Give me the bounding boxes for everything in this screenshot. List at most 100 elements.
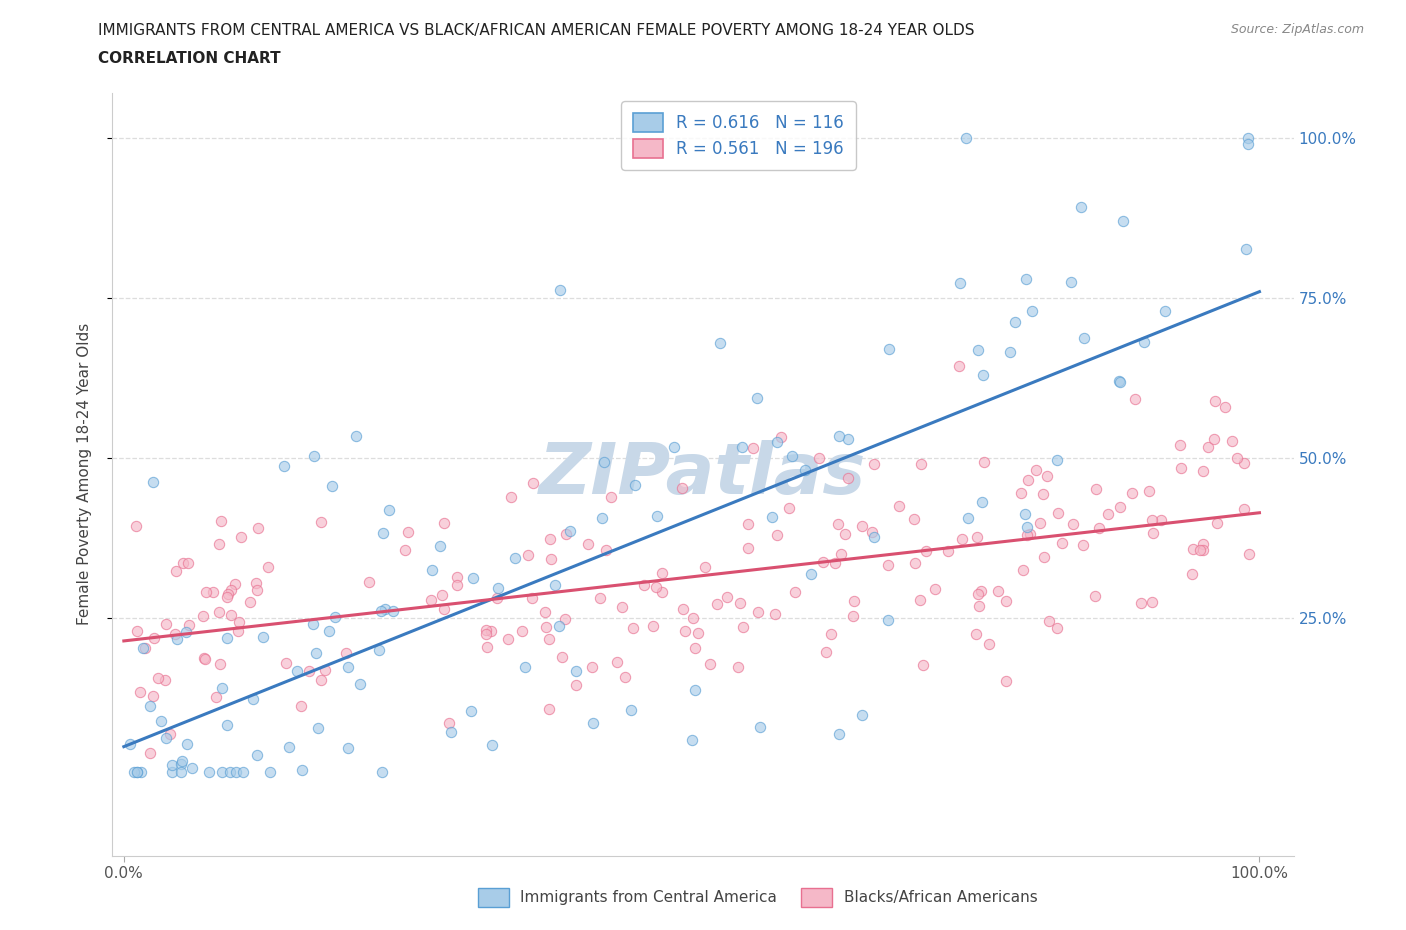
Point <box>513 659 536 674</box>
Point <box>830 547 852 562</box>
Point <box>1188 542 1211 557</box>
Point <box>122 764 145 779</box>
Point <box>367 643 389 658</box>
Point <box>731 439 754 454</box>
Point <box>837 471 859 485</box>
Point <box>371 525 394 540</box>
Point <box>915 543 938 558</box>
Point <box>1123 392 1146 407</box>
Point <box>623 477 645 492</box>
Point <box>1192 542 1215 557</box>
Point <box>165 626 187 641</box>
Point <box>512 623 534 638</box>
Point <box>420 563 443 578</box>
Point <box>814 644 837 659</box>
Point <box>709 336 731 351</box>
Point <box>533 604 555 619</box>
Point <box>246 748 269 763</box>
Point <box>217 590 239 604</box>
Point <box>1202 432 1225 446</box>
Point <box>1137 484 1160 498</box>
Point <box>1237 130 1260 145</box>
Point <box>1215 400 1237 415</box>
Point <box>645 509 668 524</box>
Point <box>877 341 900 356</box>
Point <box>224 577 246 591</box>
Point <box>682 611 704 626</box>
Point <box>807 451 830 466</box>
Point <box>215 717 238 732</box>
Point <box>344 429 367 444</box>
Point <box>142 688 165 703</box>
Point <box>766 527 789 542</box>
Point <box>314 663 336 678</box>
Point <box>247 520 270 535</box>
Point <box>242 691 264 706</box>
Point <box>824 555 846 570</box>
Point <box>209 513 232 528</box>
Point <box>195 584 218 599</box>
Point <box>228 615 250 630</box>
Point <box>125 519 148 534</box>
Point <box>125 624 148 639</box>
Point <box>863 530 886 545</box>
Point <box>208 537 231 551</box>
Point <box>291 763 314 777</box>
Point <box>180 761 202 776</box>
Point <box>1070 199 1092 214</box>
Point <box>633 578 655 592</box>
Legend: R = 0.616   N = 116, R = 0.561   N = 196: R = 0.616 N = 116, R = 0.561 N = 196 <box>621 101 856 170</box>
Point <box>460 704 482 719</box>
Point <box>1109 499 1132 514</box>
Point <box>446 578 468 592</box>
Point <box>837 432 859 447</box>
Point <box>463 571 485 586</box>
Point <box>127 764 149 779</box>
Point <box>170 756 193 771</box>
Point <box>972 368 994 383</box>
Point <box>551 650 574 665</box>
Point <box>828 726 851 741</box>
Point <box>973 454 995 469</box>
Point <box>1233 501 1256 516</box>
Point <box>1112 214 1135 229</box>
Point <box>217 586 239 601</box>
Point <box>1237 137 1260 152</box>
Point <box>1025 463 1047 478</box>
Point <box>1046 620 1069 635</box>
Point <box>1220 433 1243 448</box>
Point <box>1021 303 1043 318</box>
Point <box>967 586 990 601</box>
Point <box>621 620 644 635</box>
Point <box>1133 335 1156 350</box>
Point <box>1140 512 1163 527</box>
Point <box>1204 393 1226 408</box>
Point <box>811 554 834 569</box>
Point <box>1097 506 1119 521</box>
Point <box>794 462 817 477</box>
Point <box>727 659 749 674</box>
Point <box>215 631 238 645</box>
Point <box>862 457 884 472</box>
Point <box>1237 547 1260 562</box>
Point <box>475 627 498 642</box>
Point <box>134 641 156 656</box>
Point <box>538 532 561 547</box>
Point <box>481 737 503 752</box>
Point <box>1071 538 1094 552</box>
Point <box>232 764 254 779</box>
Point <box>517 548 540 563</box>
Point <box>499 489 522 504</box>
Point <box>558 524 581 538</box>
Point <box>851 707 873 722</box>
Point <box>149 713 172 728</box>
Text: ZIPatlas: ZIPatlas <box>540 440 866 509</box>
Point <box>193 651 215 666</box>
Point <box>699 656 721 671</box>
Point <box>179 618 201 632</box>
Point <box>239 594 262 609</box>
Point <box>591 511 613 525</box>
Point <box>129 684 152 699</box>
Point <box>820 627 842 642</box>
Point <box>1015 520 1038 535</box>
